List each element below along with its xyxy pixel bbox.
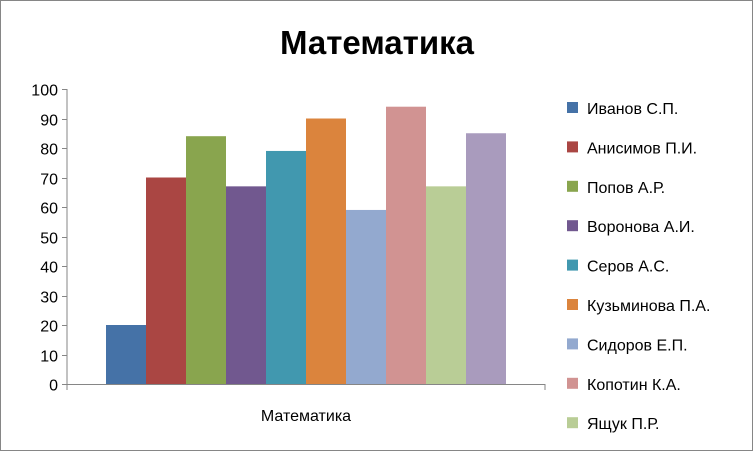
legend-label-3: Попов А.Р. bbox=[587, 180, 665, 197]
y-tick-label-20: 20 bbox=[40, 319, 58, 336]
y-tick-label-100: 100 bbox=[31, 83, 58, 100]
legend-label-9: Ящук П.Р. bbox=[587, 416, 659, 433]
legend-swatch-7 bbox=[567, 338, 578, 350]
legend-label-2: Анисимов П.И. bbox=[587, 140, 697, 157]
y-tick-label-10: 10 bbox=[40, 349, 58, 366]
bar-4 bbox=[226, 186, 266, 384]
x-axis bbox=[66, 384, 546, 390]
bar-5 bbox=[266, 150, 306, 384]
legend-swatch-5 bbox=[567, 259, 578, 271]
bar-1 bbox=[106, 325, 146, 384]
y-tick-label-60: 60 bbox=[40, 201, 58, 218]
y-tick-label-50: 50 bbox=[40, 231, 58, 248]
bar-2 bbox=[146, 177, 186, 384]
legend-swatch-4 bbox=[567, 220, 578, 232]
legend-swatch-8 bbox=[567, 377, 578, 389]
y-tick-label-40: 40 bbox=[40, 260, 58, 277]
y-axis: 0 10 20 30 40 50 60 70 80 90 100 bbox=[31, 83, 68, 395]
y-tick-label-30: 30 bbox=[40, 290, 58, 307]
y-tick-label-0: 0 bbox=[49, 378, 58, 395]
legend-label-5: Серов А.С. bbox=[587, 259, 669, 276]
legend: Иванов С.П. Анисимов П.И. Попов А.Р. Вороно… bbox=[567, 101, 710, 433]
y-tick-label-80: 80 bbox=[40, 142, 58, 159]
legend-swatch-2 bbox=[567, 141, 578, 153]
legend-swatch-9 bbox=[567, 417, 578, 429]
bars-group bbox=[106, 106, 506, 384]
y-tick-label-70: 70 bbox=[40, 172, 58, 189]
legend-label-6: Кузьминова П.А. bbox=[587, 298, 710, 315]
legend-label-8: Копотин К.А. bbox=[587, 377, 681, 394]
legend-swatch-6 bbox=[567, 299, 578, 310]
bar-8 bbox=[386, 106, 426, 384]
y-tick-label-90: 90 bbox=[40, 113, 58, 130]
bar-7 bbox=[346, 209, 386, 384]
legend-swatch-1 bbox=[567, 102, 578, 113]
bar-10 bbox=[466, 133, 506, 384]
legend-swatch-3 bbox=[567, 180, 578, 192]
chart-title: Математика bbox=[280, 24, 475, 61]
legend-label-4: Воронова А.И. bbox=[587, 219, 695, 236]
legend-label-1: Иванов С.П. bbox=[587, 101, 678, 118]
bar-3 bbox=[186, 136, 226, 384]
legend-label-7: Сидоров Е.П. bbox=[587, 337, 688, 354]
bar-6 bbox=[306, 118, 346, 384]
bar-9 bbox=[426, 186, 466, 384]
x-category-label: Математика bbox=[261, 408, 351, 425]
